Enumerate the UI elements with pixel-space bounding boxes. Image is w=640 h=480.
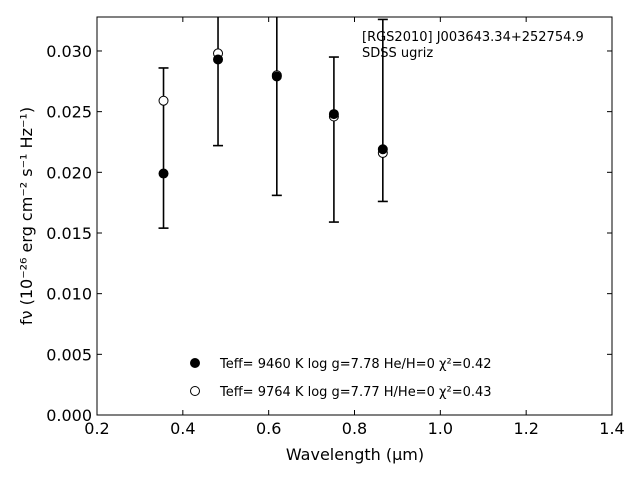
legend-marker-open [190, 386, 200, 396]
x-tick-label: 1.0 [428, 419, 453, 438]
x-axis-label: Wavelength (μm) [286, 445, 424, 464]
y-tick-label: 0.010 [46, 285, 92, 304]
x-tick-label: 1.4 [599, 419, 624, 438]
y-tick-label: 0.020 [46, 163, 92, 182]
data-point-open [158, 95, 169, 106]
y-tick-label: 0.005 [46, 345, 92, 364]
x-tick-label: 0.2 [84, 419, 109, 438]
y-tick-label: 0.000 [46, 406, 92, 425]
x-tick-label: 1.2 [513, 419, 538, 438]
data-point-filled [158, 168, 169, 179]
object-annotation: [RGS2010] J003643.34+252754.9 [362, 30, 584, 45]
legend-entry-2: Teff= 9764 K log g=7.77 H/He=0 χ²=0.43 [219, 385, 492, 400]
y-tick-label: 0.025 [46, 103, 92, 122]
data-point-filled [213, 54, 224, 65]
plot-frame [96, 16, 613, 416]
x-tick-label: 0.6 [256, 419, 281, 438]
y-axis-label: fν (10⁻²⁶ erg cm⁻² s⁻¹ Hz⁻¹) [17, 107, 36, 325]
x-tick-label: 0.4 [170, 419, 195, 438]
legend-entry-1: Teff= 9460 K log g=7.78 He/H=0 χ²=0.42 [219, 357, 492, 372]
y-tick-label: 0.030 [46, 42, 92, 61]
legend: Teff= 9460 K log g=7.78 He/H=0 χ²=0.42 T… [190, 357, 492, 400]
y-tick-label: 0.015 [46, 224, 92, 243]
data-point-filled [377, 144, 388, 155]
data-point-filled [271, 71, 282, 82]
x-tick-label: 0.8 [342, 419, 367, 438]
data-point-filled [328, 109, 339, 120]
survey-annotation: SDSS ugriz [362, 46, 433, 61]
legend-marker-filled [190, 358, 200, 368]
